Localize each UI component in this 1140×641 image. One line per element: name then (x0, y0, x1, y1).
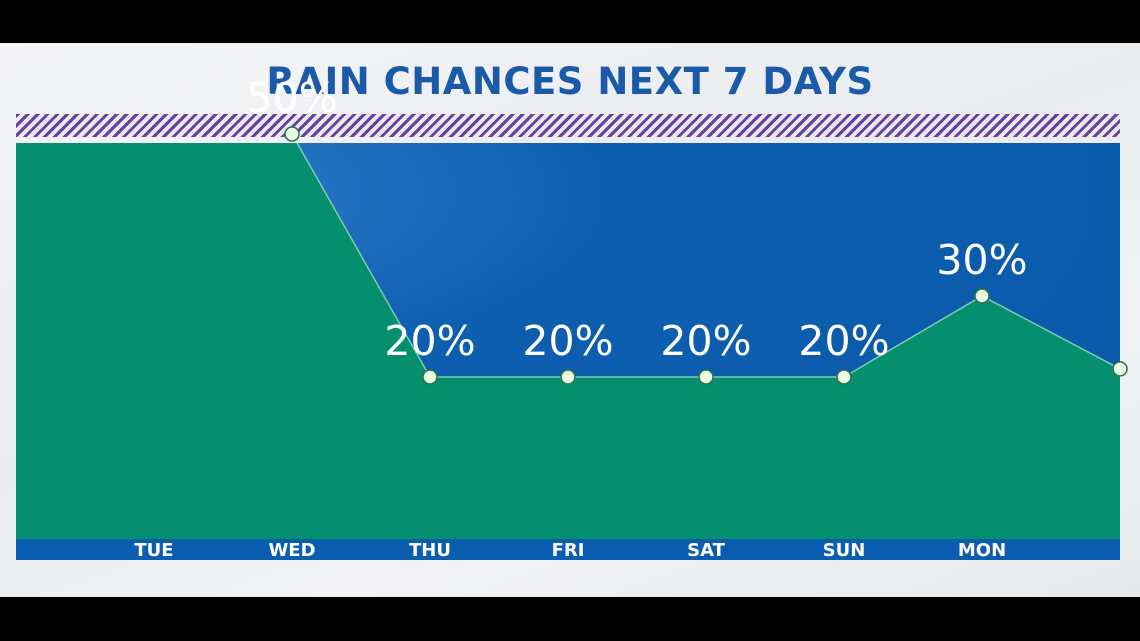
x-tick-label: THU (409, 540, 451, 561)
x-tick-label: SUN (823, 540, 866, 561)
data-point (284, 126, 300, 142)
data-point (836, 369, 852, 385)
data-point (422, 369, 438, 385)
chart-title: RAIN CHANCES NEXT 7 DAYS (266, 60, 874, 103)
x-tick-label: WED (268, 540, 315, 561)
letterbox-bottom (0, 597, 1140, 641)
data-point (974, 288, 990, 304)
x-tick-label: TUE (134, 540, 173, 561)
x-axis-band (16, 539, 1120, 560)
data-point (698, 369, 714, 385)
data-label: 50% (246, 74, 337, 122)
x-tick-label: FRI (552, 540, 585, 561)
data-label: 20% (522, 317, 613, 365)
x-tick-label: MON (958, 540, 1006, 561)
edge-point (1112, 361, 1128, 377)
data-label: 20% (798, 317, 889, 365)
data-point (560, 369, 576, 385)
data-label: 30% (936, 236, 1027, 284)
x-tick-label: SAT (687, 540, 725, 561)
data-label: 20% (384, 317, 475, 365)
letterbox-top (0, 0, 1140, 43)
data-label: 20% (660, 317, 751, 365)
rain-area (16, 143, 1120, 539)
